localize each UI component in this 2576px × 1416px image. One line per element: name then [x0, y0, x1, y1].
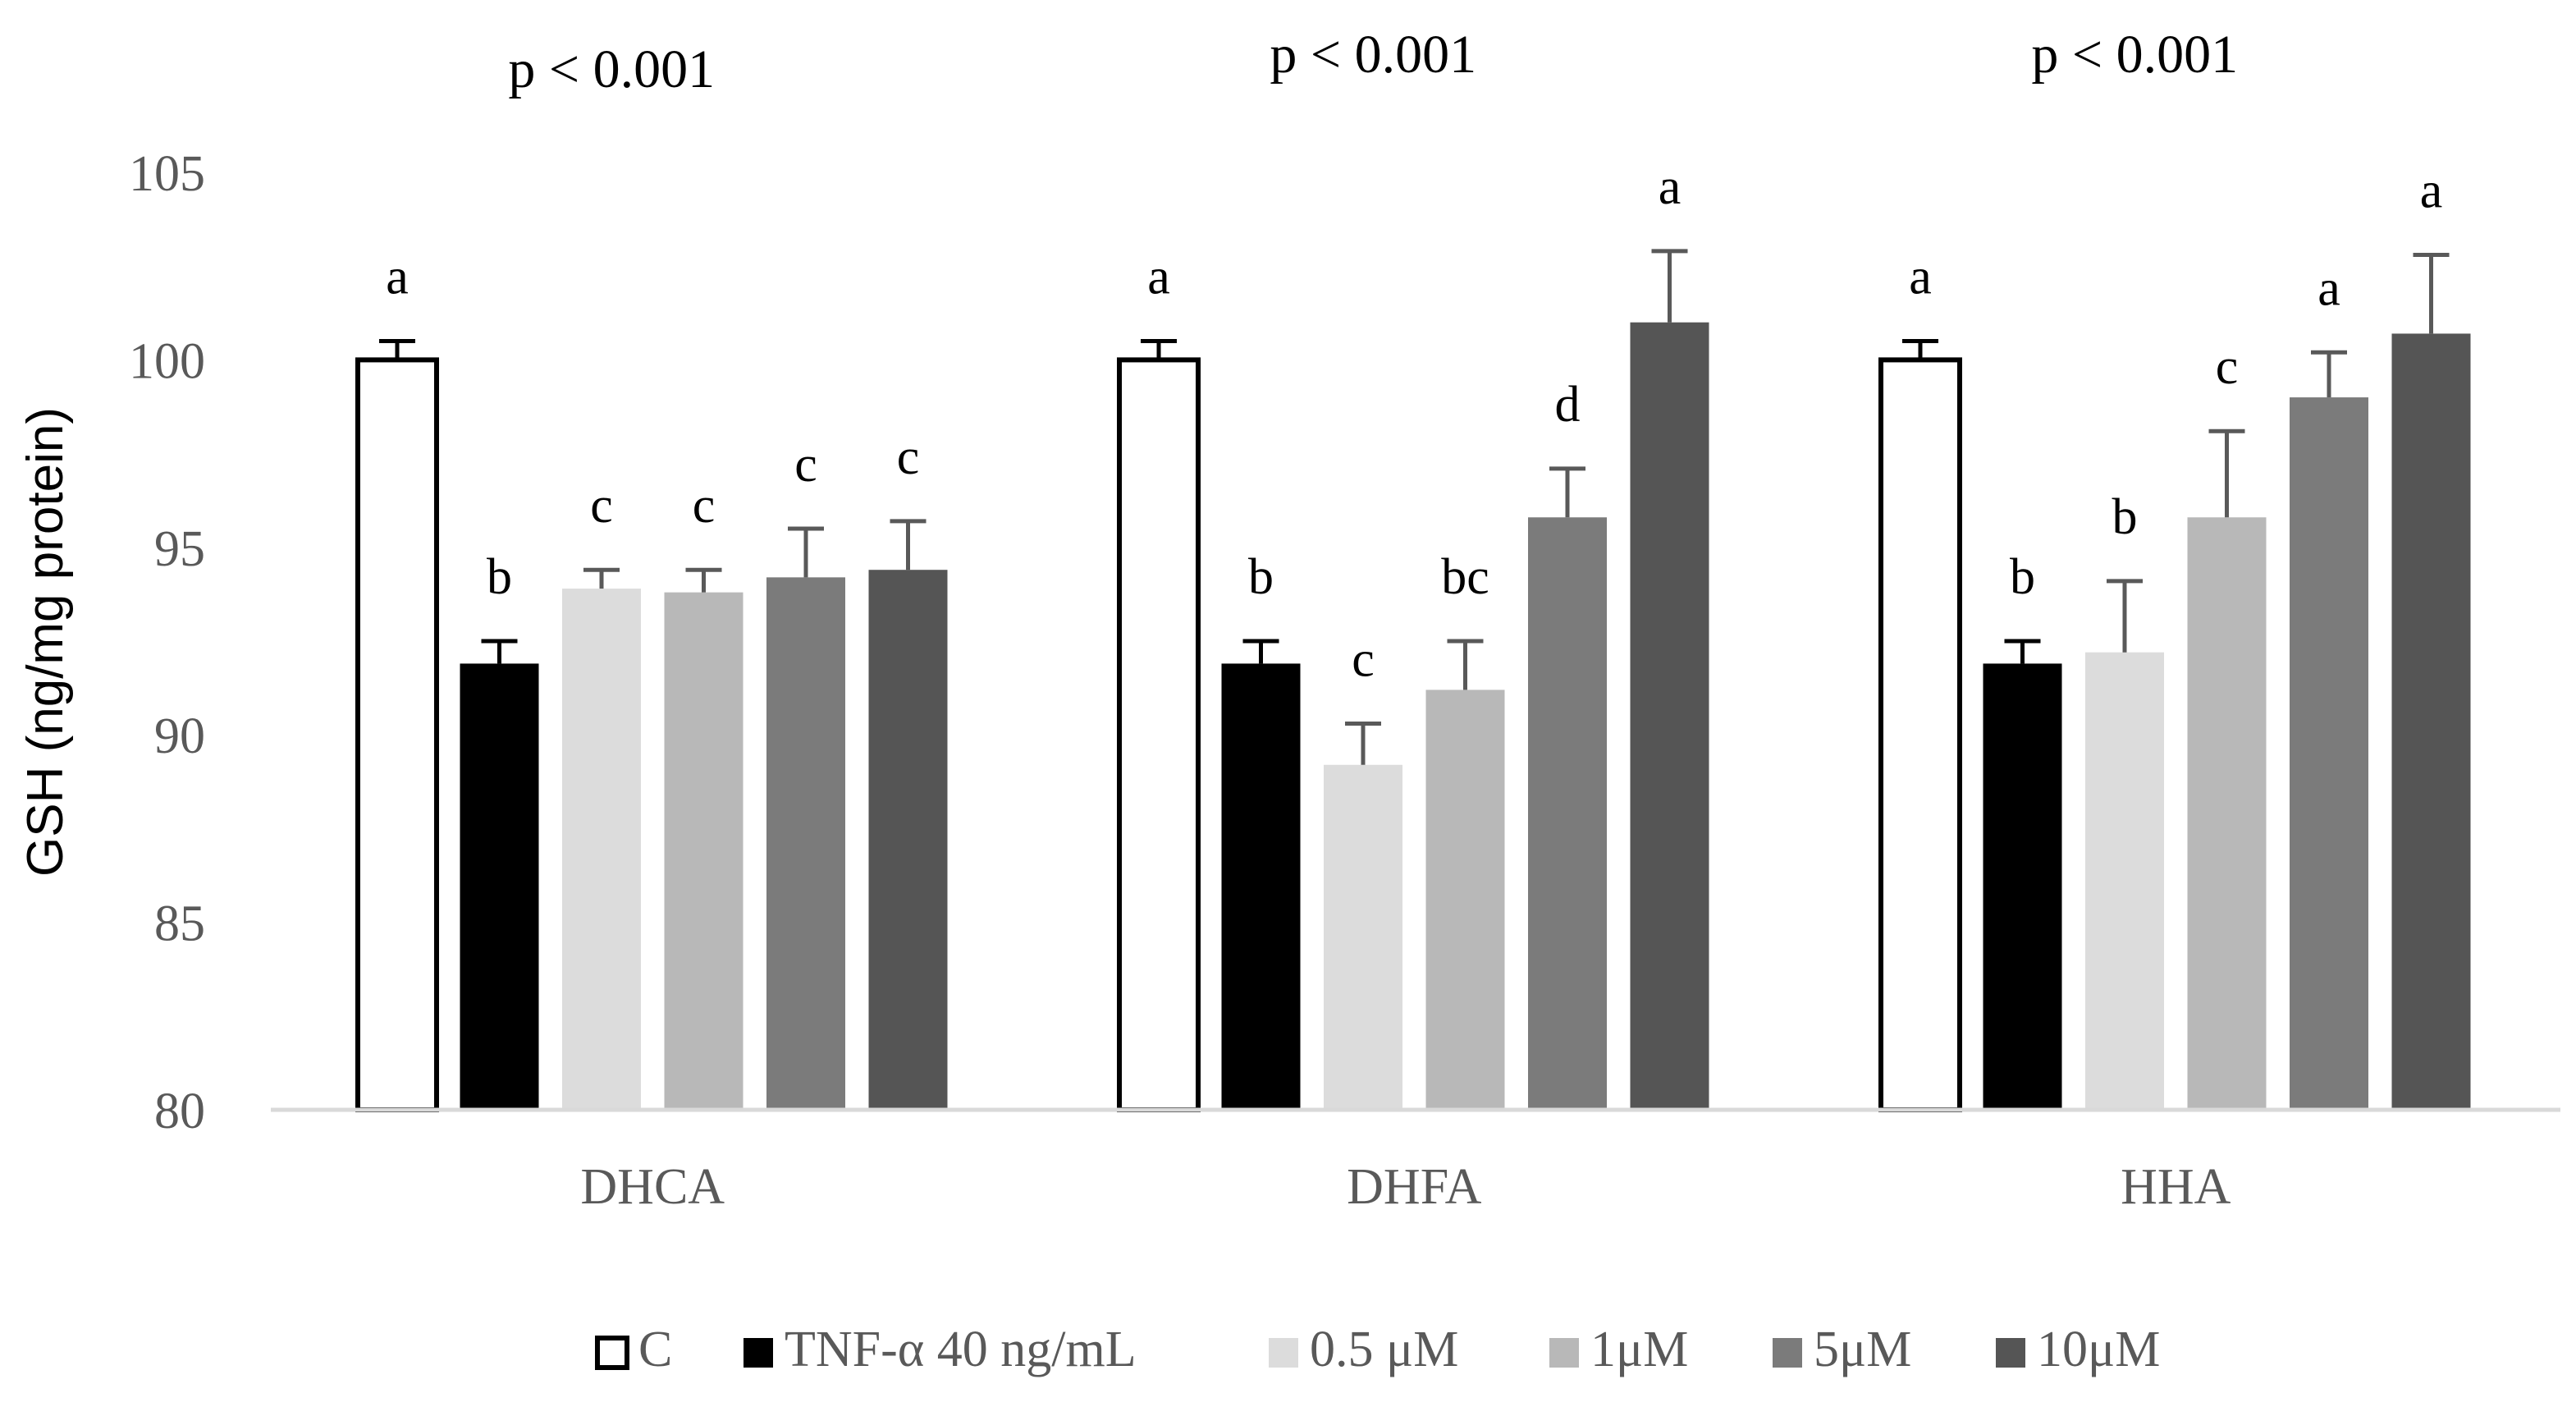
- y-tick-label: 80: [154, 1084, 205, 1139]
- bar: [1983, 663, 2062, 1110]
- legend-swatch: [595, 1336, 629, 1370]
- significance-letter: c: [693, 478, 716, 534]
- bar: [2391, 333, 2471, 1110]
- x-tick-label: DHFA: [1347, 1159, 1481, 1215]
- legend-swatch: [1549, 1338, 1579, 1368]
- bar: [868, 570, 948, 1110]
- group-titles: p < 0.001 p < 0.001 p < 0.001: [508, 25, 2238, 99]
- bar: [562, 589, 641, 1110]
- y-tick-label: 105: [129, 146, 205, 202]
- significance-letter: b: [1248, 549, 1274, 605]
- legend-swatch: [1773, 1338, 1802, 1368]
- x-tick-label: HHA: [2121, 1159, 2231, 1215]
- x-tick-labels: DHCA DHFA HHA: [580, 1159, 2231, 1215]
- bars: [355, 322, 2471, 1112]
- y-tick-label: 95: [154, 521, 205, 577]
- significance-letter: d: [1555, 377, 1581, 433]
- group-title: p < 0.001: [508, 39, 715, 99]
- significance-letter: c: [1352, 631, 1375, 687]
- y-axis-label: GSH (ng/mg protein): [17, 407, 74, 877]
- legend-swatch: [1996, 1338, 2025, 1368]
- bar: [460, 663, 539, 1110]
- significance-letter: a: [1909, 250, 1932, 305]
- significance-letter: bc: [1441, 549, 1489, 605]
- bar: [1528, 517, 1607, 1110]
- bar: [1630, 322, 1709, 1111]
- legend: C TNF-α 40 ng/mL 0.5 μM 1μM 5μM 10μM: [595, 1322, 2160, 1377]
- bar: [1425, 690, 1505, 1110]
- legend-label: TNF-α 40 ng/mL: [785, 1322, 1137, 1377]
- bar: [1324, 764, 1402, 1110]
- bar: [1878, 357, 1962, 1112]
- significance-letter: c: [590, 478, 613, 534]
- group-title: p < 0.001: [1270, 25, 1476, 85]
- significance-letter: c: [897, 429, 920, 485]
- legend-label: 10μM: [2037, 1322, 2160, 1377]
- significance-letter: b: [2010, 549, 2035, 605]
- legend-label: 5μM: [1814, 1322, 1911, 1377]
- legend-swatch: [744, 1338, 773, 1368]
- significance-letter: a: [2420, 163, 2443, 218]
- legend-label: 0.5 μM: [1310, 1322, 1458, 1377]
- bar: [1221, 663, 1301, 1110]
- significance-letter: c: [2216, 339, 2239, 395]
- y-tick-label: 85: [154, 896, 205, 952]
- bar: [1117, 357, 1201, 1112]
- legend-swatch: [1269, 1338, 1298, 1368]
- bar: [2187, 517, 2267, 1110]
- y-tick-label: 90: [154, 708, 205, 764]
- group-title: p < 0.001: [2031, 25, 2238, 85]
- bar: [2290, 397, 2368, 1111]
- significance-letter: c: [794, 437, 817, 493]
- significance-letter: a: [386, 250, 409, 305]
- legend-label: 1μM: [1590, 1322, 1688, 1377]
- bar: [2085, 652, 2164, 1110]
- error-bars: [379, 249, 2450, 765]
- bar: [766, 577, 845, 1110]
- bar: [355, 357, 439, 1112]
- y-tick-labels: 80 85 90 95 100 105: [129, 146, 205, 1139]
- significance-letter: a: [1659, 159, 1681, 215]
- significance-letter: a: [1147, 250, 1170, 305]
- significance-letter: b: [487, 549, 512, 605]
- bar: [664, 592, 744, 1110]
- significance-letter: a: [2317, 260, 2340, 316]
- legend-label: C: [638, 1322, 672, 1377]
- y-tick-label: 100: [129, 333, 205, 389]
- x-tick-label: DHCA: [580, 1159, 725, 1215]
- significance-letter: b: [2112, 489, 2138, 545]
